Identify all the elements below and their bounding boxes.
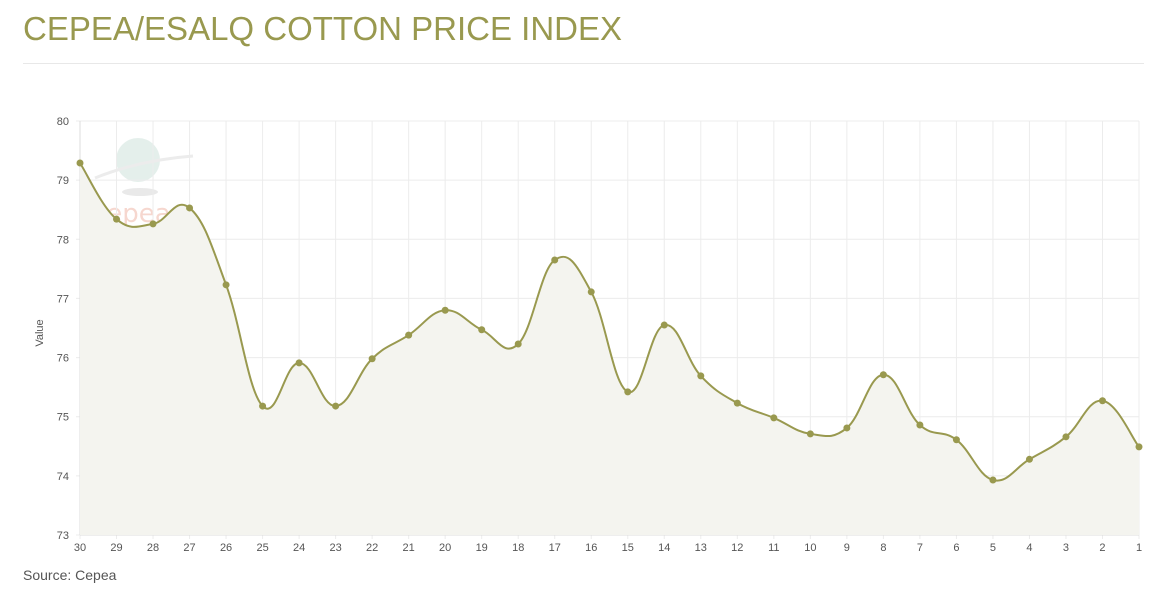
- data-point: [1062, 433, 1070, 441]
- data-point: [405, 331, 413, 339]
- data-point: [989, 476, 997, 484]
- source-note: Source: Cepea: [23, 567, 117, 583]
- y-tick-label: 79: [57, 175, 69, 187]
- y-tick-label: 78: [57, 234, 69, 246]
- x-tick-label: 2: [1099, 542, 1105, 554]
- x-tick-label: 8: [880, 542, 886, 554]
- x-tick-label: 27: [183, 542, 195, 554]
- x-tick-label: 15: [622, 542, 634, 554]
- area-fill: [80, 162, 1139, 535]
- x-tick-label: 7: [917, 542, 923, 554]
- y-tick-label: 73: [57, 530, 69, 542]
- x-tick-label: 25: [256, 542, 268, 554]
- x-tick-label: 16: [585, 542, 597, 554]
- y-tick-label: 80: [57, 116, 69, 128]
- data-point: [1098, 397, 1106, 405]
- y-tick-label: 77: [57, 293, 69, 305]
- data-point: [587, 288, 595, 296]
- data-point: [879, 371, 887, 379]
- x-tick-label: 19: [476, 542, 488, 554]
- data-point: [952, 436, 960, 444]
- data-point: [149, 220, 157, 228]
- data-point: [697, 372, 705, 380]
- x-tick-label: 5: [990, 542, 996, 554]
- x-tick-label: 6: [953, 542, 959, 554]
- data-point: [222, 281, 230, 289]
- y-tick-label: 74: [57, 471, 69, 483]
- x-tick-label: 1: [1136, 542, 1142, 554]
- data-point: [332, 402, 340, 410]
- x-tick-label: 18: [512, 542, 524, 554]
- x-tick-label: 13: [695, 542, 707, 554]
- data-point: [76, 159, 84, 167]
- data-point: [624, 388, 632, 396]
- x-tick-label: 4: [1026, 542, 1032, 554]
- x-tick-label: 24: [293, 542, 305, 554]
- data-point: [514, 340, 522, 348]
- data-point: [295, 359, 303, 367]
- x-tick-label: 29: [110, 542, 122, 554]
- y-tick-label: 75: [57, 412, 69, 424]
- page-title: CEPEA/ESALQ COTTON PRICE INDEX: [23, 10, 623, 47]
- x-tick-label: 23: [329, 542, 341, 554]
- x-tick-label: 11: [768, 542, 779, 554]
- y-tick-label: 76: [57, 353, 69, 365]
- data-point: [733, 399, 741, 407]
- data-point: [368, 355, 376, 363]
- data-point: [478, 326, 486, 334]
- data-point: [441, 306, 449, 314]
- x-tick-label: 21: [403, 542, 415, 554]
- x-tick-label: 3: [1063, 542, 1069, 554]
- data-point: [843, 424, 851, 432]
- x-tick-label: 10: [804, 542, 816, 554]
- data-point: [1135, 443, 1143, 451]
- data-point: [806, 430, 814, 438]
- data-point: [113, 215, 121, 223]
- data-point: [551, 256, 559, 264]
- x-tick-label: 30: [74, 542, 86, 554]
- x-tick-label: 17: [549, 542, 561, 554]
- data-point: [770, 414, 778, 422]
- data-point: [916, 421, 924, 429]
- x-tick-label: 14: [658, 542, 670, 554]
- x-tick-label: 28: [147, 542, 159, 554]
- y-axis-label: Value: [34, 319, 46, 346]
- data-point: [186, 204, 194, 212]
- title-divider: [23, 63, 1144, 64]
- x-tick-label: 12: [731, 542, 743, 554]
- data-point: [259, 402, 267, 410]
- x-tick-label: 22: [366, 542, 378, 554]
- x-tick-label: 26: [220, 542, 232, 554]
- data-point: [1025, 455, 1033, 463]
- x-tick-label: 20: [439, 542, 451, 554]
- x-tick-label: 9: [844, 542, 850, 554]
- data-point: [660, 321, 668, 329]
